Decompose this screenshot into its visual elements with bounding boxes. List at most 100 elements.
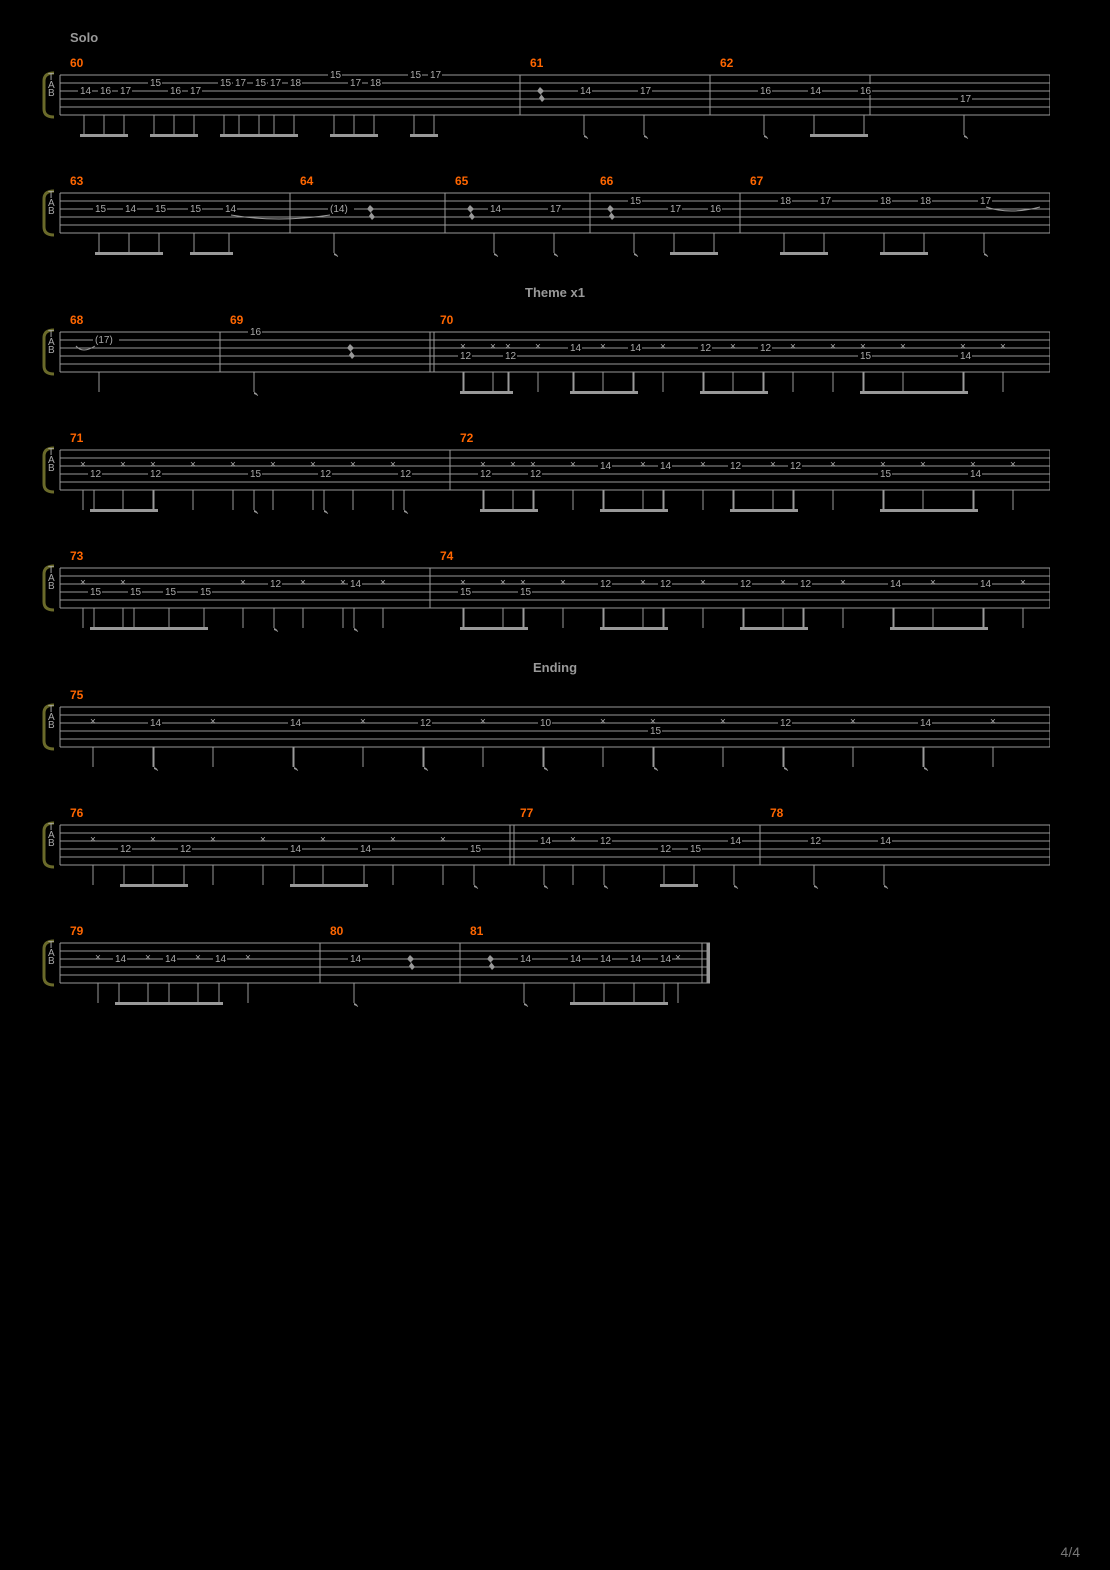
svg-text:×: ×: [300, 578, 306, 589]
svg-text:18: 18: [780, 196, 792, 207]
svg-text:18: 18: [880, 196, 892, 207]
svg-text:×: ×: [95, 953, 101, 964]
svg-text:12: 12: [505, 351, 517, 362]
svg-text:×: ×: [360, 717, 366, 728]
svg-text:14: 14: [80, 86, 92, 97]
svg-text:75: 75: [70, 688, 84, 702]
svg-text:14: 14: [165, 954, 177, 965]
svg-text:×: ×: [830, 342, 836, 353]
svg-text:12: 12: [600, 579, 612, 590]
svg-text:14: 14: [880, 836, 892, 847]
svg-text:78: 78: [770, 806, 784, 820]
svg-text:14: 14: [125, 204, 137, 215]
svg-text:63: 63: [70, 174, 84, 188]
svg-text:16: 16: [760, 86, 772, 97]
svg-text:14: 14: [980, 579, 992, 590]
svg-text:×: ×: [150, 835, 156, 846]
svg-text:×: ×: [930, 578, 936, 589]
svg-text:×: ×: [320, 835, 326, 846]
svg-text:68: 68: [70, 313, 84, 327]
svg-text:15: 15: [460, 587, 472, 598]
svg-text:15: 15: [190, 204, 202, 215]
svg-text:×: ×: [700, 460, 706, 471]
svg-text:12: 12: [810, 836, 822, 847]
svg-text:12: 12: [660, 844, 672, 855]
svg-text:×: ×: [260, 835, 266, 846]
svg-text:×: ×: [240, 578, 246, 589]
svg-text:16: 16: [100, 86, 112, 97]
svg-text:15: 15: [130, 587, 142, 598]
svg-text:14: 14: [290, 844, 302, 855]
svg-text:14: 14: [600, 461, 612, 472]
svg-text:71: 71: [70, 431, 84, 445]
svg-text:×: ×: [840, 578, 846, 589]
system: TAB7374××××××××××××××××××××××15151515121…: [40, 542, 1070, 632]
svg-text:×: ×: [720, 717, 726, 728]
svg-text:15: 15: [520, 587, 532, 598]
svg-text:14: 14: [350, 579, 362, 590]
svg-text:64: 64: [300, 174, 314, 188]
svg-text:×: ×: [570, 835, 576, 846]
svg-text:76: 76: [70, 806, 84, 820]
svg-text:16: 16: [710, 204, 722, 215]
svg-text:77: 77: [520, 806, 534, 820]
svg-text:17: 17: [960, 94, 972, 105]
svg-text:×: ×: [230, 460, 236, 471]
svg-text:14: 14: [970, 469, 982, 480]
svg-text:79: 79: [70, 924, 84, 938]
svg-text:×: ×: [340, 578, 346, 589]
svg-text:66: 66: [600, 174, 614, 188]
svg-text:17: 17: [550, 204, 562, 215]
svg-text:×: ×: [1010, 460, 1016, 471]
svg-text:17: 17: [980, 196, 992, 207]
svg-text:14: 14: [630, 343, 642, 354]
svg-text:×: ×: [210, 717, 216, 728]
svg-text:(17): (17): [95, 335, 113, 346]
svg-text:17: 17: [190, 86, 202, 97]
tab-system: 7374××××××××××××××××××××××15151515121415…: [40, 542, 1050, 632]
svg-text:×: ×: [120, 460, 126, 471]
svg-text:14: 14: [660, 461, 672, 472]
svg-text:17: 17: [270, 78, 282, 89]
svg-text:61: 61: [530, 56, 544, 70]
svg-text:×: ×: [1020, 578, 1026, 589]
svg-text:12: 12: [320, 469, 332, 480]
system: TAB63646566671514151514(14)1417151716181…: [40, 167, 1070, 257]
svg-text:15: 15: [255, 78, 267, 89]
svg-text:(14): (14): [330, 204, 348, 215]
svg-text:15: 15: [95, 204, 107, 215]
tab-clef: TAB: [48, 942, 55, 966]
svg-text:×: ×: [560, 578, 566, 589]
svg-text:12: 12: [460, 351, 472, 362]
svg-text:15: 15: [330, 70, 342, 81]
section-label: Theme x1: [40, 285, 1070, 300]
svg-text:72: 72: [460, 431, 474, 445]
svg-text:×: ×: [80, 460, 86, 471]
svg-text:12: 12: [150, 469, 162, 480]
svg-text:×: ×: [700, 578, 706, 589]
system: TAB686970×××××××××××××××××(17)1612121414…: [40, 306, 1070, 396]
tab-system: 63646566671514151514(14)1417151716181718…: [40, 167, 1050, 257]
svg-text:18: 18: [920, 196, 932, 207]
svg-text:17: 17: [640, 86, 652, 97]
svg-text:14: 14: [580, 86, 592, 97]
svg-text:14: 14: [810, 86, 822, 97]
tab-system: 7172×××××××××××××××××××××××××12121512121…: [40, 424, 1050, 514]
svg-text:12: 12: [600, 836, 612, 847]
svg-text:×: ×: [830, 460, 836, 471]
svg-text:17: 17: [820, 196, 832, 207]
svg-text:×: ×: [390, 835, 396, 846]
svg-text:14: 14: [490, 204, 502, 215]
svg-text:70: 70: [440, 313, 454, 327]
svg-text:×: ×: [490, 342, 496, 353]
svg-text:×: ×: [600, 342, 606, 353]
svg-text:10: 10: [540, 718, 552, 729]
svg-text:12: 12: [780, 718, 792, 729]
svg-text:14: 14: [540, 836, 552, 847]
svg-text:×: ×: [640, 578, 646, 589]
svg-text:14: 14: [350, 954, 362, 965]
svg-text:15: 15: [250, 469, 262, 480]
tab-system: 767778××××××××121214141514121215141214: [40, 799, 1050, 889]
svg-text:×: ×: [310, 460, 316, 471]
svg-text:14: 14: [570, 343, 582, 354]
